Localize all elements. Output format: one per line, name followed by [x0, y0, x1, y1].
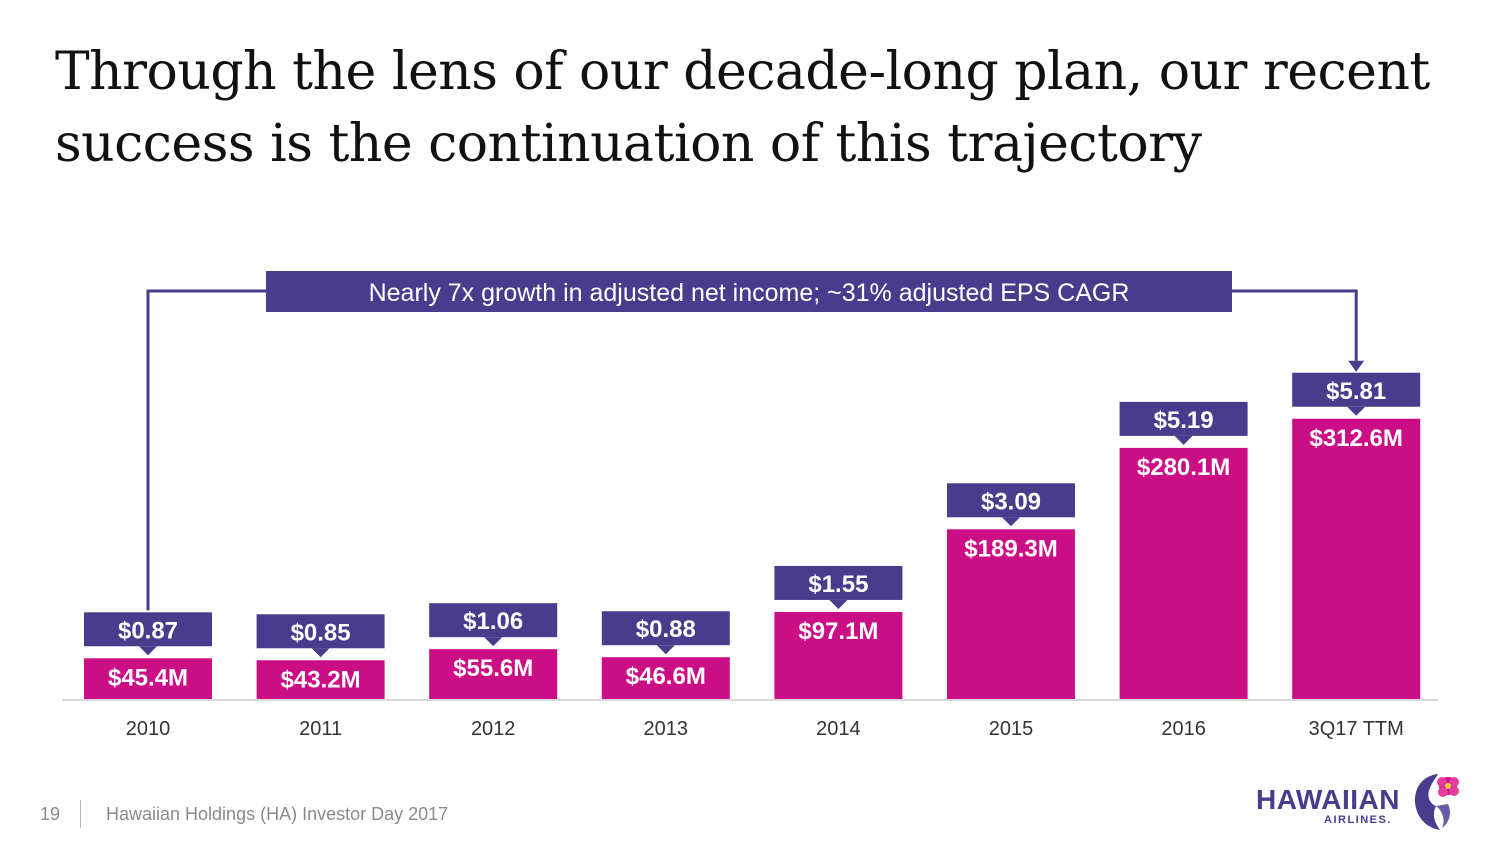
hawaiian-airlines-logo: HAWAIIAN AIRLINES.	[1256, 770, 1466, 832]
x-tick-label-7: 3Q17 TTM	[1309, 718, 1404, 740]
eps-label-7: $5.81	[1326, 378, 1386, 405]
eps-pointer-1	[311, 648, 330, 658]
bar-3	[601, 657, 730, 699]
eps-label-2: $1.06	[463, 608, 523, 635]
eps-box-4	[774, 565, 903, 600]
eps-pointer-3	[656, 645, 675, 655]
x-tick-label-3: 2013	[644, 718, 689, 740]
bar-value-label-3: $46.6M	[626, 663, 706, 690]
annotation-box	[266, 271, 1232, 312]
eps-box-0	[84, 612, 212, 647]
annotation-connector-right	[1232, 289, 1358, 361]
footer-text: Hawaiian Holdings (HA) Investor Day 2017	[106, 804, 449, 824]
income-bar-chart: $45.4M $0.87 2010 $43.2M $0.85 2011 $55.6M $1.0…	[62, 271, 1438, 740]
slide-title: Through the lens of our decade-long plan…	[55, 36, 1455, 180]
logo-wordmark: HAWAIIAN	[1256, 784, 1400, 815]
eps-pointer-2	[484, 637, 503, 647]
eps-box-2	[429, 603, 558, 638]
page-number: 19	[40, 804, 61, 824]
annotation-connector-left	[146, 289, 266, 611]
bar-value-label-4: $97.1M	[798, 618, 878, 645]
bar-4	[774, 611, 903, 699]
x-tick-label-1: 2011	[299, 718, 342, 740]
eps-label-1: $0.85	[291, 619, 351, 646]
x-tick-label-4: 2014	[816, 718, 861, 740]
bar-7	[1292, 418, 1421, 699]
bar-2	[429, 649, 558, 699]
eps-label-3: $0.88	[636, 616, 696, 643]
footer-divider	[80, 800, 81, 828]
x-tick-label-0: 2010	[126, 718, 171, 740]
pualani-icon	[1414, 774, 1459, 830]
eps-label-0: $0.87	[118, 617, 178, 644]
logo-subtext: AIRLINES.	[1324, 814, 1392, 826]
eps-box-7	[1292, 372, 1421, 407]
eps-box-1	[256, 614, 385, 649]
bar-value-label-1: $43.2M	[281, 666, 361, 693]
x-tick-label-2: 2012	[471, 718, 516, 740]
eps-pointer-5	[1002, 517, 1020, 527]
bar-1	[256, 660, 385, 699]
x-tick-label-6: 2016	[1161, 718, 1206, 740]
bar-value-label-7: $312.6M	[1309, 425, 1402, 452]
eps-pointer-4	[829, 599, 848, 609]
eps-box-6	[1119, 401, 1248, 436]
eps-pointer-0	[139, 646, 157, 656]
eps-pointer-6	[1174, 435, 1193, 445]
annotation-text: Nearly 7x growth in adjusted net income;…	[369, 279, 1130, 307]
bar-5	[947, 529, 1075, 699]
eps-label-5: $3.09	[981, 488, 1041, 515]
slide-title-line-1: Through the lens of our decade-long plan…	[55, 42, 1430, 102]
x-tick-label-5: 2015	[989, 718, 1034, 740]
bar-value-label-6: $280.1M	[1137, 454, 1230, 481]
annotation-arrowhead	[1348, 360, 1365, 372]
bar-value-label-2: $55.6M	[453, 655, 533, 682]
eps-pointer-7	[1347, 406, 1366, 416]
eps-box-3	[601, 611, 730, 646]
eps-label-4: $1.55	[808, 571, 868, 598]
bar-6	[1119, 447, 1248, 699]
slide-title-line-2: success is the continuation of this traj…	[55, 114, 1202, 174]
eps-box-5	[947, 483, 1075, 518]
eps-label-6: $5.19	[1154, 407, 1214, 434]
bar-value-label-0: $45.4M	[108, 664, 188, 691]
bar-0	[84, 658, 212, 699]
bar-value-label-5: $189.3M	[964, 535, 1057, 562]
